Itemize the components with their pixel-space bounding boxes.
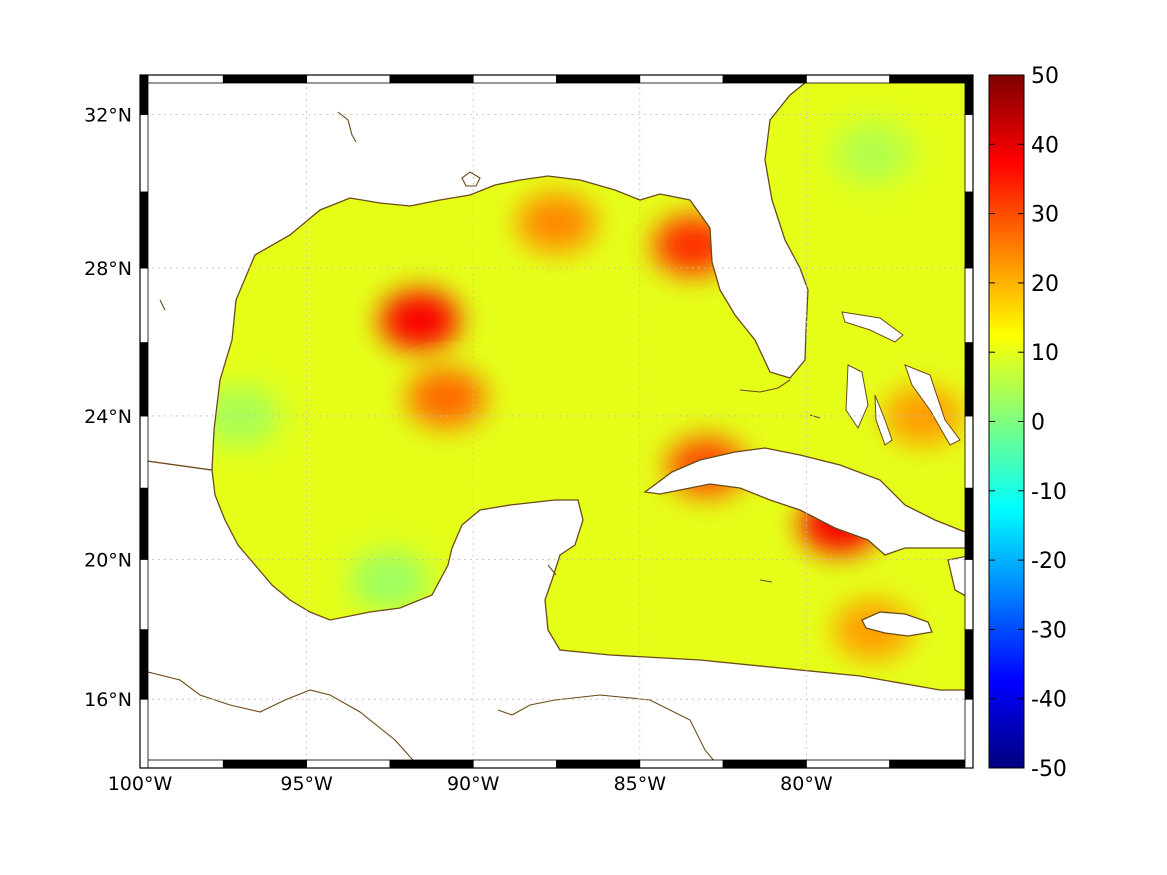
lon-tick-label: 85°W — [614, 773, 667, 795]
frame-segment — [964, 487, 974, 560]
lon-tick-label: 95°W — [280, 773, 333, 795]
frame-segment — [306, 74, 391, 84]
colorbar-tick-label: 20 — [1031, 272, 1059, 297]
colorbar: 50 40 30 20 10 0 -10 -20 -30 -40 -50 — [988, 64, 1067, 782]
frame-segment — [964, 698, 974, 769]
frame-segment — [964, 267, 974, 343]
frame-segment — [139, 698, 149, 769]
frame-segment — [139, 114, 149, 193]
frame-segment — [389, 74, 474, 84]
lat-tick-label: 20°N — [84, 549, 132, 571]
graticule — [140, 75, 973, 768]
bahamas-grand — [841, 311, 904, 343]
colorbar-tick-label: 0 — [1031, 411, 1045, 436]
frame-segment — [139, 74, 149, 115]
frame-segment — [139, 759, 224, 769]
bahamas-exuma — [874, 394, 893, 446]
field-feature-central-gulf-eddy-south — [406, 367, 487, 428]
frame-segment — [472, 74, 557, 84]
frame-segment — [806, 759, 891, 769]
frame-segment — [306, 759, 391, 769]
frame-segment — [139, 191, 149, 269]
frame-segment — [222, 759, 308, 769]
lat-tick-label: 32°N — [84, 104, 132, 126]
lat-tick-label: 16°N — [84, 689, 132, 711]
colorbar-tick-label: 10 — [1031, 341, 1059, 366]
frame-segment — [964, 74, 974, 115]
bahamas-andros — [845, 364, 869, 430]
colorbar-tick-label: -20 — [1031, 549, 1067, 574]
frame-segment — [139, 74, 224, 84]
field-feature-west-gulf-cool — [199, 385, 280, 446]
frame-segment — [964, 629, 974, 700]
colorbar-tick-label: -40 — [1031, 688, 1067, 713]
field-feature-north-gulf-shelf — [516, 192, 597, 253]
frame-segment — [139, 629, 149, 700]
lon-tick-label: 100°W — [108, 773, 173, 795]
colorbar-ticks: 50 40 30 20 10 0 -10 -20 -30 -40 -50 — [989, 64, 1067, 782]
mexico-yucatan-land — [140, 459, 973, 768]
frame-segment — [556, 759, 641, 769]
frame-segment — [722, 74, 807, 84]
field-feature-central-gulf-eddy — [379, 290, 460, 351]
frame-segment — [806, 74, 891, 84]
frame-segment — [964, 558, 974, 631]
frame-segment — [139, 267, 149, 343]
frame-segment — [389, 759, 474, 769]
colorbar-tick-label: 30 — [1031, 203, 1059, 228]
frame-segment — [139, 342, 149, 417]
frame-segment — [639, 74, 724, 84]
frame-segment — [964, 191, 974, 269]
land-mask — [140, 75, 973, 768]
colorbar-tick-label: -30 — [1031, 618, 1067, 643]
us-mainland — [140, 75, 817, 471]
frame-segment — [472, 759, 557, 769]
frame-segment — [964, 415, 974, 489]
frame-segment — [139, 487, 149, 560]
lat-tick-label: 24°N — [84, 406, 132, 428]
frame-segment — [556, 74, 641, 84]
frame-segment — [964, 342, 974, 417]
colorbar-tick-label: 50 — [1031, 64, 1059, 89]
map-frame — [139, 74, 974, 769]
frame-segment — [639, 759, 724, 769]
latitude-labels: 32°N 28°N 24°N 20°N 16°N — [84, 104, 132, 711]
lon-tick-label: 80°W — [780, 773, 833, 795]
frame-segment — [139, 558, 149, 631]
jamaica-land — [861, 611, 933, 637]
colorbar-tick-label: 40 — [1031, 133, 1059, 158]
field-feature-campeche-cool — [349, 550, 430, 611]
frame-segment — [889, 74, 974, 84]
lat-tick-label: 28°N — [84, 258, 132, 280]
colorbar-tick-label: -50 — [1031, 757, 1067, 782]
frame-segment — [722, 759, 807, 769]
longitude-labels: 100°W 95°W 90°W 85°W 80°W — [108, 773, 833, 795]
map-area — [140, 75, 973, 768]
field-feature-east-atlantic-cool — [833, 123, 914, 184]
frame-segment — [964, 114, 974, 193]
frame-outline — [139, 74, 974, 769]
colorbar-tick-label: -10 — [1031, 480, 1067, 505]
lon-tick-label: 90°W — [447, 773, 500, 795]
cuba-land — [643, 447, 973, 556]
frame-segment — [889, 759, 974, 769]
frame-segment — [222, 74, 308, 84]
small-coast-details — [140, 111, 821, 768]
frame-segment — [139, 415, 149, 489]
bahamas-eleuthera — [904, 364, 961, 446]
